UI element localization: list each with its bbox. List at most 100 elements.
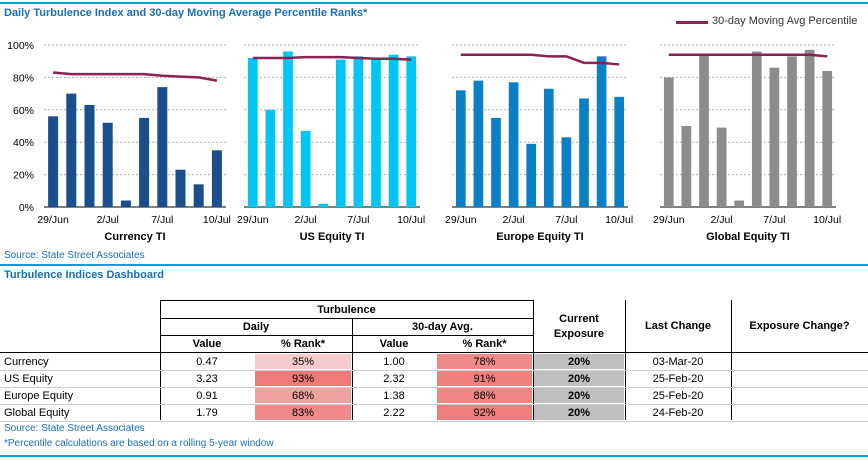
x-tick-label: 2/Jul [711, 214, 733, 226]
row-avg-rank: 88% [437, 388, 532, 403]
row-name: Global Equity [4, 406, 70, 419]
x-tick-label: 29/Jun [653, 214, 685, 226]
bar [804, 49, 815, 207]
table-vline-3 [533, 300, 534, 420]
bar [66, 93, 77, 207]
bar [157, 87, 168, 207]
x-tick-label: 10/Jul [203, 214, 231, 226]
bar [822, 70, 833, 207]
bar [335, 59, 346, 207]
y-tick-label: 60% [13, 105, 34, 117]
bar [265, 109, 276, 207]
row-avg-rank: 78% [437, 354, 532, 369]
legend-line-swatch [676, 21, 708, 24]
row-exposure-change [731, 371, 868, 386]
row-avg-rank: 91% [437, 371, 532, 386]
header-daily-rank: % Rank* [280, 338, 326, 350]
row-name: Europe Equity [4, 389, 74, 402]
bar [175, 169, 186, 207]
moving-avg-line [668, 53, 828, 58]
bar [120, 200, 131, 207]
bar [543, 88, 554, 207]
bottom-divider [0, 455, 868, 457]
chart-section-title: Daily Turbulence Index and 30-day Moving… [4, 7, 368, 19]
header-current: Current [559, 313, 599, 325]
bar [526, 143, 537, 207]
chart-title: Europe Equity TI [496, 231, 583, 243]
x-tick-label: 10/Jul [813, 214, 841, 226]
row-avg-rank: 92% [437, 405, 532, 420]
header-turbulence: Turbulence [317, 304, 376, 316]
table-vline-1 [160, 300, 161, 420]
chart-title: US Equity TI [300, 231, 365, 243]
bar [699, 54, 709, 207]
table-vline-4 [625, 300, 626, 420]
row-exposure: 20% [534, 388, 624, 403]
header-exposure-change: Exposure Change? [749, 320, 850, 332]
bar [716, 127, 727, 207]
bar [579, 98, 589, 207]
y-tick-label: 100% [7, 40, 34, 52]
row-last-change: 03-Mar-20 [652, 355, 704, 368]
bar [388, 54, 399, 207]
subheader-underline [160, 335, 533, 336]
row-daily-rank: 68% [255, 388, 351, 403]
bar [473, 80, 484, 207]
bar [734, 200, 745, 207]
header-bottom-line [0, 352, 868, 353]
x-tick-label: 7/Jul [347, 214, 369, 226]
row-daily-rank: 93% [255, 371, 351, 386]
row-last-change: 25-Feb-20 [652, 389, 704, 402]
row-last-change: 25-Feb-20 [652, 372, 704, 385]
turbulence-underline [160, 318, 533, 319]
x-tick-label: 7/Jul [151, 214, 173, 226]
row-avg-value: 1.00 [383, 355, 405, 368]
charts-svg: 100%80%60%40%20%0%29/Jun 2/Jul 7/Jul 10/Jul… [7, 40, 841, 243]
bar [596, 56, 607, 208]
legend-label: 30-day Moving Avg Percentile [712, 15, 858, 27]
table-vline-2 [352, 318, 353, 420]
row-daily-value: 1.79 [196, 406, 218, 419]
bar [48, 116, 59, 207]
row-daily-rank: 83% [255, 405, 351, 420]
bar [561, 137, 572, 207]
header-avg-rank: % Rank* [462, 338, 507, 350]
bar [751, 51, 762, 208]
header-daily: Daily [242, 321, 270, 333]
row-exposure: 20% [534, 371, 624, 386]
row-separator [0, 387, 868, 388]
bar [283, 51, 293, 208]
row-daily-rank: 35% [255, 354, 351, 369]
bar [769, 67, 780, 208]
row-daily-value: 0.47 [196, 355, 218, 368]
header-30day: 30-day Avg. [412, 321, 473, 333]
bar [300, 130, 311, 207]
moving-avg-line [460, 53, 620, 66]
header-daily-value: Value [192, 338, 222, 350]
table-vline-5 [731, 300, 732, 420]
x-tick-label: 2/Jul [503, 214, 525, 226]
bar [508, 82, 519, 207]
row-daily-value: 0.91 [196, 389, 218, 402]
row-name: US Equity [4, 372, 53, 385]
moving-avg-line [252, 55, 412, 61]
chart-title: Global Equity TI [706, 231, 790, 243]
row-exposure: 20% [534, 354, 624, 369]
dashboard-source: Source: State Street Associates [4, 423, 145, 434]
x-tick-label: 7/Jul [555, 214, 577, 226]
row-last-change: 24-Feb-20 [652, 406, 704, 419]
row-exposure-change [731, 388, 868, 403]
table-top-line [160, 300, 533, 301]
x-tick-label: 2/Jul [295, 214, 317, 226]
row-name: Currency [4, 355, 49, 368]
y-tick-label: 80% [13, 72, 34, 84]
bar [84, 104, 95, 207]
moving-avg-line [52, 71, 218, 82]
y-tick-label: 0% [19, 202, 34, 214]
bar [193, 184, 204, 207]
bar [787, 56, 797, 208]
top-accent-line [0, 2, 868, 4]
bar [102, 122, 113, 207]
bar [211, 150, 222, 207]
chart-source: Source: State Street Associates [4, 250, 145, 261]
